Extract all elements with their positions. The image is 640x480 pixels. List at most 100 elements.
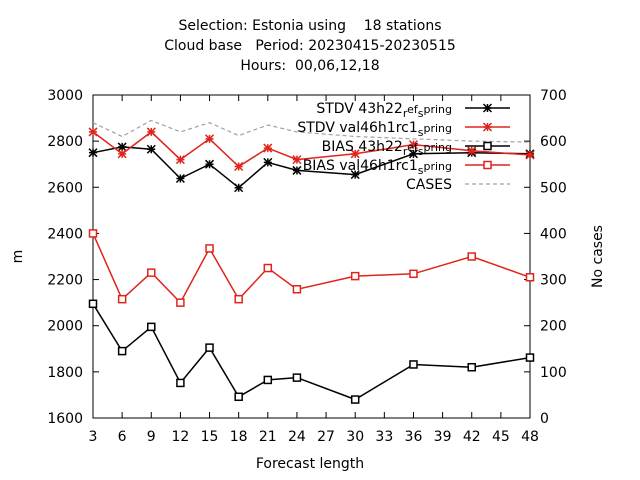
legend-entry-2-marker	[483, 141, 492, 151]
x-tick-label: 45	[492, 429, 510, 445]
y-tick-label: 1800	[47, 365, 83, 381]
series-3-point	[467, 252, 476, 261]
y-tick-label: 1600	[47, 411, 83, 427]
series-1-point	[525, 150, 535, 160]
x-tick-label: 36	[405, 429, 423, 445]
series-1-point	[175, 155, 185, 165]
series-2-point	[117, 346, 127, 356]
series-1-point	[234, 161, 244, 172]
chart-title-line-2: Cloud base Period: 20230415-20230515	[164, 38, 456, 54]
x-tick-label: 24	[288, 429, 306, 445]
y2-tick-label: 500	[540, 180, 567, 196]
series-3-point	[234, 294, 243, 304]
series-0-point	[88, 148, 98, 158]
series-1-point	[117, 149, 127, 159]
y2-tick-label: 400	[540, 226, 567, 242]
series-3-point	[205, 244, 214, 253]
series-2-point	[292, 373, 302, 382]
series-1-point	[205, 134, 215, 144]
series-0-line	[92, 146, 531, 189]
series-3-point	[263, 263, 273, 273]
series-1-point	[350, 149, 360, 159]
series-4-line	[92, 119, 531, 143]
series-3-line	[92, 233, 531, 304]
series-2-point	[525, 353, 535, 362]
y2-tick-label: 700	[540, 88, 567, 104]
series-0-point	[234, 183, 244, 193]
legend-entry-3-label: BIAS val46h1rc1spring	[303, 158, 452, 177]
x-tick-label: 27	[317, 429, 335, 445]
series-2-point	[467, 362, 476, 372]
legend-entry-2-label: BIAS 43h22refspring	[322, 139, 452, 158]
series-2-point	[88, 299, 98, 309]
series-1-point	[467, 146, 477, 156]
x-tick-label: 15	[201, 429, 219, 445]
series-0-point	[263, 157, 273, 167]
y-tick-label: 2400	[47, 226, 83, 242]
legend-entry-1-marker	[482, 122, 493, 132]
series-0-point	[146, 144, 156, 154]
series-2-point	[147, 322, 156, 332]
chart-title-line-1: Selection: Estonia using 18 stations	[178, 18, 442, 34]
series-1-point	[88, 127, 98, 137]
x-tick-label: 30	[346, 429, 364, 445]
series-3-point	[525, 273, 535, 282]
x-tick-label: 48	[521, 429, 539, 445]
plot-frame	[92, 94, 531, 419]
y-tick-label: 2800	[47, 134, 83, 150]
series-0-point	[408, 149, 418, 159]
y-tick-label: 2600	[47, 180, 83, 196]
x-tick-label: 12	[171, 429, 189, 445]
series-1-point	[263, 143, 273, 153]
x-tick-label: 18	[230, 429, 248, 445]
series-3-point	[147, 268, 156, 277]
series-2-point	[350, 395, 360, 404]
series-2-point	[263, 375, 273, 385]
x-tick-label: 9	[147, 429, 156, 445]
series-3-point	[292, 285, 302, 294]
legend-entry-0-label: STDV 43h22refspring	[316, 101, 452, 120]
series-2-point	[205, 343, 214, 352]
x-tick-label: 21	[259, 429, 277, 445]
y2-tick-label: 200	[540, 319, 567, 335]
y2-tick-label: 100	[540, 365, 567, 381]
x-axis-label: Forecast length	[255, 456, 365, 472]
series-2-point	[409, 360, 418, 369]
y-tick-label: 3000	[47, 88, 83, 104]
series-0-point	[175, 173, 185, 184]
legend-entry-1-label: STDV val46h1rc1spring	[297, 120, 452, 139]
y2-tick-label: 0	[540, 411, 549, 427]
series-1-line	[92, 130, 531, 168]
series-0-point	[117, 142, 127, 152]
series-1-point	[408, 140, 418, 150]
series-3-point	[117, 294, 127, 304]
x-tick-label: 39	[434, 429, 452, 445]
series-3-point	[88, 229, 98, 238]
x-tick-label: 3	[89, 429, 98, 445]
series-0-point	[350, 170, 360, 180]
series-2-point	[176, 378, 185, 388]
series-3-point	[409, 269, 418, 279]
series-1-point	[146, 127, 156, 137]
y-tick-label: 2000	[47, 319, 83, 335]
series-2-point	[234, 392, 243, 402]
chart-title-line-3: Hours: 00,06,12,18	[240, 58, 380, 74]
y2-tick-label: 600	[540, 134, 567, 150]
series-0-point	[205, 159, 215, 169]
x-tick-label: 42	[463, 429, 481, 445]
series-0-point	[292, 165, 302, 175]
y2-tick-label: 300	[540, 273, 567, 289]
series-3-point	[176, 298, 185, 307]
y2-axis-label: No cases	[590, 225, 606, 288]
x-tick-label: 33	[375, 429, 393, 445]
x-tick-label: 6	[118, 429, 127, 445]
series-3-point	[350, 271, 360, 281]
y-tick-label: 2200	[47, 273, 83, 289]
series-1-point	[292, 155, 302, 165]
y-axis-label: m	[10, 250, 26, 264]
series-2-line	[92, 303, 531, 401]
legend-entry-0-marker	[482, 103, 493, 113]
legend-entry-4-label: CASES	[406, 177, 452, 193]
legend-entry-3-marker	[483, 160, 492, 170]
